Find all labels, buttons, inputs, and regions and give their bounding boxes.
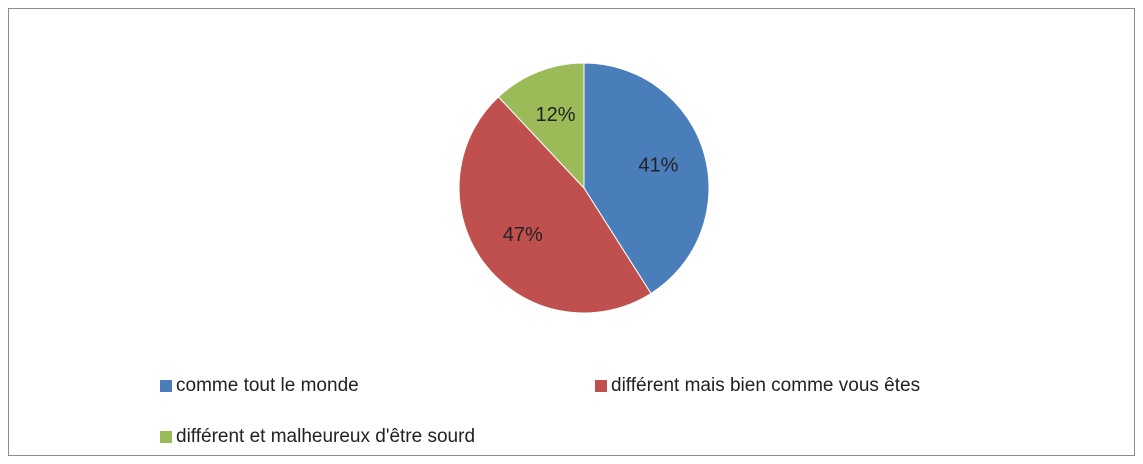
- legend-swatch: [160, 431, 172, 443]
- legend-swatch: [595, 380, 607, 392]
- legend-label: différent et malheureux d'être sourd: [176, 426, 475, 447]
- legend-label: différent mais bien comme vous êtes: [611, 375, 920, 396]
- data-label: 47%: [503, 224, 543, 246]
- legend-label: comme tout le monde: [176, 375, 359, 396]
- data-label: 41%: [638, 155, 678, 177]
- pie-slice: [583, 62, 710, 295]
- pie-slice: [497, 62, 585, 190]
- pie-slice: [458, 96, 652, 314]
- legend-swatch: [160, 380, 172, 392]
- data-label: 12%: [535, 104, 575, 126]
